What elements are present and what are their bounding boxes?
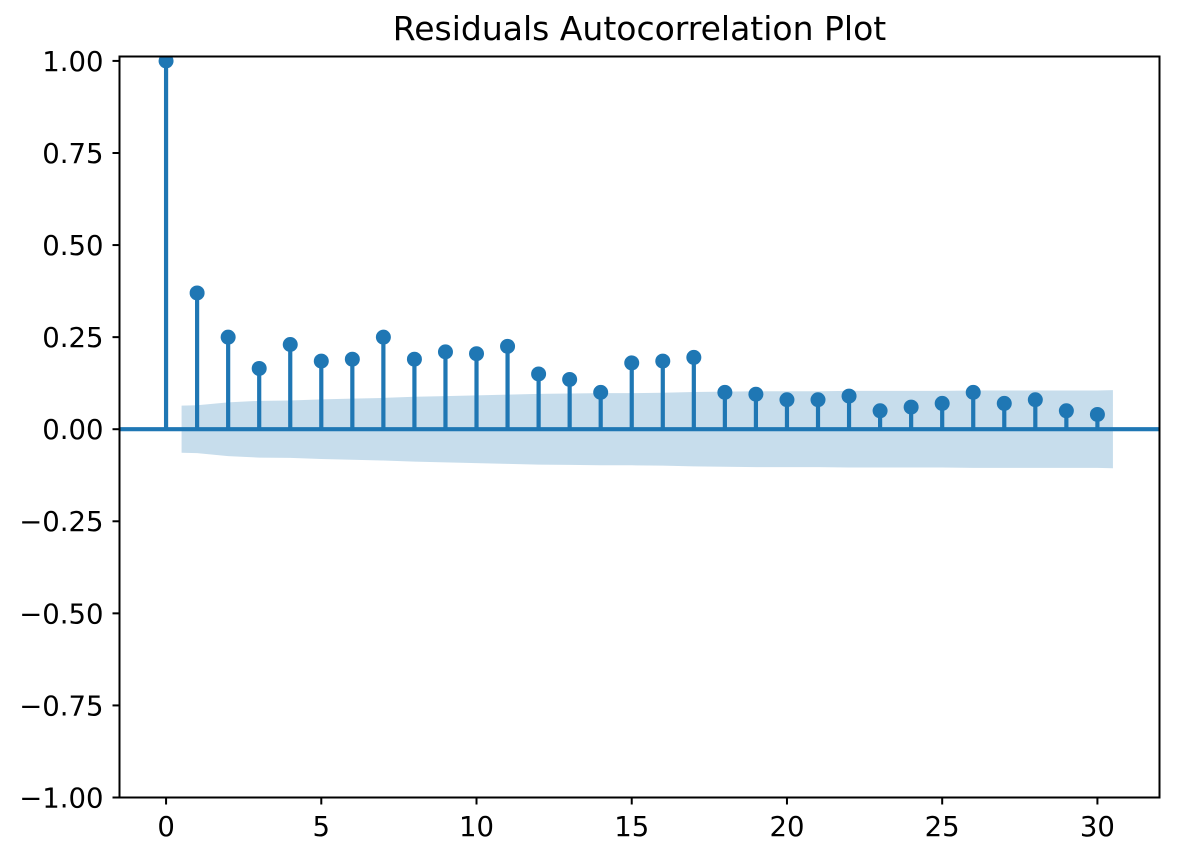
acf-marker-lag-26 [965,384,981,400]
acf-marker-lag-15 [624,355,640,371]
acf-marker-lag-13 [562,371,578,387]
acf-marker-lag-19 [748,386,764,402]
acf-marker-lag-22 [841,388,857,404]
x-tick-label: 15 [614,811,649,843]
acf-marker-lag-17 [686,349,702,365]
y-tick-label: 0.00 [42,414,103,446]
acf-marker-lag-3 [251,360,267,376]
y-tick-label: −0.25 [19,506,103,538]
acf-marker-lag-12 [531,366,547,382]
y-tick-label: −0.75 [19,690,103,722]
acf-marker-lag-6 [344,351,360,367]
x-tick-label: 30 [1080,811,1115,843]
axes-frame [118,55,1161,799]
axis-ticks: 0 5 10 15 20 25 30 1.00 0.75 0.50 0.25 0.00 −0.25 −0.… [19,46,1115,843]
plot-border [118,55,1161,799]
acf-marker-lag-27 [996,395,1012,411]
acf-marker-lag-18 [717,384,733,400]
y-tick-label: −1.00 [19,782,103,814]
acf-marker-lag-2 [220,329,236,345]
acf-marker-lag-28 [1027,392,1043,408]
acf-marker-lag-0 [158,56,174,69]
acf-marker-lag-25 [934,395,950,411]
y-tick-label: 0.75 [42,138,103,170]
acf-marker-lag-30 [1089,406,1105,422]
acf-marker-lag-1 [189,285,205,301]
acf-marker-lag-21 [810,392,826,408]
acf-marker-lag-8 [406,351,422,367]
y-tick-label: 0.50 [42,230,103,262]
acf-marker-lag-4 [282,337,298,353]
acf-marker-lag-24 [903,399,919,415]
x-tick-label: 5 [313,811,331,843]
acf-marker-lag-16 [655,353,671,369]
acf-marker-lag-29 [1058,403,1074,419]
acf-marker-lag-5 [313,353,329,369]
acf-marker-lag-10 [469,346,485,362]
x-tick-label: 25 [925,811,960,843]
acf-marker-lag-9 [437,344,453,360]
chart-title: Residuals Autocorrelation Plot [393,9,886,48]
acf-marker-lag-23 [872,403,888,419]
x-tick-label: 10 [459,811,494,843]
y-tick-label: 0.25 [42,322,103,354]
stem-series [158,56,1105,430]
y-tick-label: −0.50 [19,598,103,630]
acf-marker-lag-11 [500,338,516,354]
acf-marker-lag-7 [375,329,391,345]
x-tick-label: 20 [769,811,804,843]
acf-marker-lag-20 [779,392,795,408]
y-tick-label: 1.00 [42,46,103,78]
x-tick-label: 0 [157,811,175,843]
acf-marker-lag-14 [593,384,609,400]
